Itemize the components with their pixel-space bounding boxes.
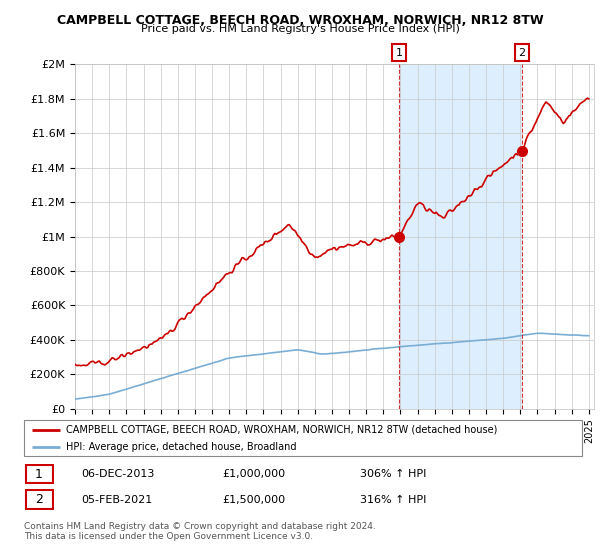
Text: £1,000,000: £1,000,000 <box>222 469 285 479</box>
Text: 06-DEC-2013: 06-DEC-2013 <box>81 469 154 479</box>
Text: This data is licensed under the Open Government Licence v3.0.: This data is licensed under the Open Gov… <box>24 532 313 541</box>
Text: 2: 2 <box>518 48 526 58</box>
Text: 306% ↑ HPI: 306% ↑ HPI <box>360 469 427 479</box>
Text: 2: 2 <box>35 493 43 506</box>
Text: HPI: Average price, detached house, Broadland: HPI: Average price, detached house, Broa… <box>66 442 296 451</box>
Text: 05-FEB-2021: 05-FEB-2021 <box>81 494 152 505</box>
Text: 1: 1 <box>35 468 43 481</box>
FancyBboxPatch shape <box>25 491 53 508</box>
Text: Contains HM Land Registry data © Crown copyright and database right 2024.: Contains HM Land Registry data © Crown c… <box>24 522 376 531</box>
Text: Price paid vs. HM Land Registry's House Price Index (HPI): Price paid vs. HM Land Registry's House … <box>140 24 460 34</box>
Text: 1: 1 <box>395 48 403 58</box>
Text: £1,500,000: £1,500,000 <box>222 494 285 505</box>
Bar <box>399 64 522 409</box>
Text: 316% ↑ HPI: 316% ↑ HPI <box>360 494 427 505</box>
Text: CAMPBELL COTTAGE, BEECH ROAD, WROXHAM, NORWICH, NR12 8TW: CAMPBELL COTTAGE, BEECH ROAD, WROXHAM, N… <box>56 14 544 27</box>
FancyBboxPatch shape <box>25 465 53 483</box>
FancyBboxPatch shape <box>24 420 582 456</box>
Text: CAMPBELL COTTAGE, BEECH ROAD, WROXHAM, NORWICH, NR12 8TW (detached house): CAMPBELL COTTAGE, BEECH ROAD, WROXHAM, N… <box>66 425 497 435</box>
